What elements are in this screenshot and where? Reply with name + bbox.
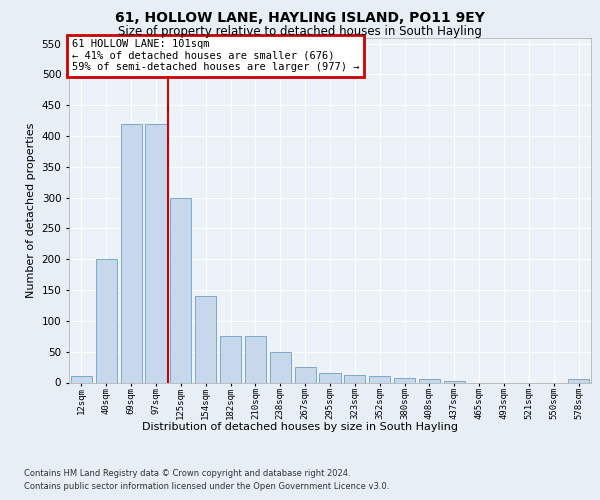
Bar <box>220 336 241 382</box>
Bar <box>121 124 142 382</box>
Bar <box>245 336 266 382</box>
Text: Contains HM Land Registry data © Crown copyright and database right 2024.: Contains HM Land Registry data © Crown c… <box>24 468 350 477</box>
Bar <box>96 260 117 382</box>
Bar <box>394 378 415 382</box>
Bar <box>369 376 390 382</box>
Text: Distribution of detached houses by size in South Hayling: Distribution of detached houses by size … <box>142 422 458 432</box>
Bar <box>344 375 365 382</box>
Bar <box>195 296 216 382</box>
Text: 61, HOLLOW LANE, HAYLING ISLAND, PO11 9EY: 61, HOLLOW LANE, HAYLING ISLAND, PO11 9E… <box>115 11 485 25</box>
Text: 61 HOLLOW LANE: 101sqm
← 41% of detached houses are smaller (676)
59% of semi-de: 61 HOLLOW LANE: 101sqm ← 41% of detached… <box>71 39 359 72</box>
Bar <box>170 198 191 382</box>
Bar <box>319 374 341 382</box>
Bar <box>71 376 92 382</box>
Bar <box>270 352 291 382</box>
Text: Size of property relative to detached houses in South Hayling: Size of property relative to detached ho… <box>118 25 482 38</box>
Bar <box>419 380 440 382</box>
Y-axis label: Number of detached properties: Number of detached properties <box>26 122 36 298</box>
Bar <box>145 124 167 382</box>
Text: Contains public sector information licensed under the Open Government Licence v3: Contains public sector information licen… <box>24 482 389 491</box>
Bar <box>295 367 316 382</box>
Bar <box>568 380 589 382</box>
